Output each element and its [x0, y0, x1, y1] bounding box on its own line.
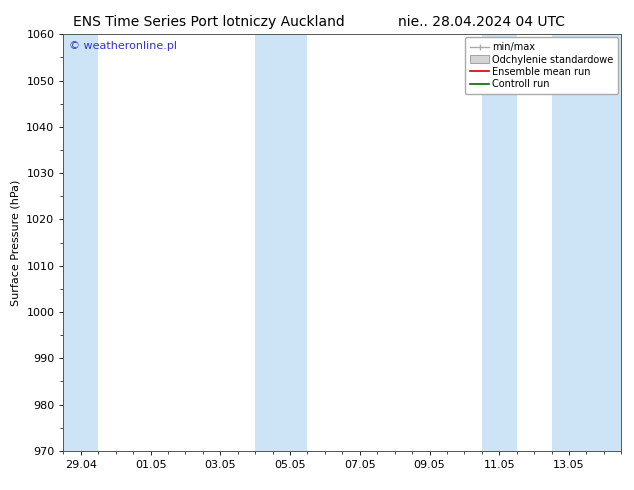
Text: nie.. 28.04.2024 04 UTC: nie.. 28.04.2024 04 UTC — [398, 15, 566, 29]
Bar — [255, 34, 307, 451]
Bar — [46, 34, 98, 451]
Legend: min/max, Odchylenie standardowe, Ensemble mean run, Controll run: min/max, Odchylenie standardowe, Ensembl… — [465, 37, 618, 94]
Bar — [552, 34, 621, 451]
Y-axis label: Surface Pressure (hPa): Surface Pressure (hPa) — [11, 179, 21, 306]
Bar — [482, 34, 517, 451]
Text: © weatheronline.pl: © weatheronline.pl — [69, 41, 177, 50]
Text: ENS Time Series Port lotniczy Auckland: ENS Time Series Port lotniczy Auckland — [74, 15, 345, 29]
